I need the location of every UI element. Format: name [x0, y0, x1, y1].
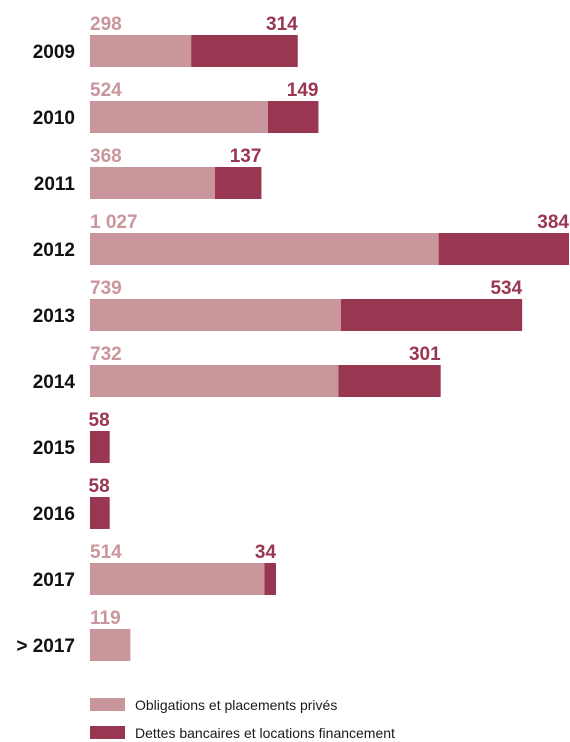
data-label: 368	[90, 146, 122, 167]
bar-segment-obligations	[90, 365, 339, 397]
data-label: 149	[287, 80, 319, 101]
bar-segment-dettes	[338, 365, 441, 397]
category-label: 2013	[33, 306, 75, 327]
bar-segment-dettes	[267, 101, 319, 133]
bar-segment-obligations	[90, 167, 215, 199]
data-label: 514	[90, 542, 122, 563]
bar-segment-obligations	[90, 629, 131, 661]
bar-segment-obligations	[90, 101, 268, 133]
category-label: 2015	[33, 438, 76, 459]
data-label: 1 027	[90, 212, 138, 233]
bar-segment-dettes	[214, 167, 262, 199]
category-label: 2010	[33, 108, 75, 129]
data-label: 137	[230, 146, 262, 167]
category-label: 2017	[33, 570, 75, 591]
data-label: 119	[90, 608, 121, 629]
data-label: 534	[490, 278, 522, 299]
category-label: 2014	[33, 372, 76, 393]
legend-swatch	[90, 726, 125, 739]
category-label: > 2017	[16, 636, 75, 657]
bar-segment-dettes	[340, 299, 523, 331]
data-label: 732	[90, 344, 122, 365]
bar-row: 2010 524 149	[33, 80, 319, 133]
legend-label: Dettes bancaires et locations financemen…	[135, 725, 395, 741]
data-label: 58	[89, 410, 110, 431]
category-label: 2011	[34, 174, 76, 195]
category-label: 2012	[33, 240, 75, 261]
bar-row: 2017 514 34	[33, 542, 277, 595]
bar-segment-dettes	[264, 563, 277, 595]
data-label: 314	[266, 14, 298, 35]
data-label: 34	[255, 542, 277, 563]
data-label: 298	[90, 14, 122, 35]
bar-segment-dettes	[438, 233, 569, 265]
bar-segment-obligations	[90, 35, 192, 67]
bar-row: 2011 368 137	[34, 146, 262, 199]
data-label: 524	[90, 80, 122, 101]
data-label: 384	[537, 212, 569, 233]
legend-item: Obligations et placements privés	[90, 697, 337, 713]
bar-row: 2014 732 301	[33, 344, 441, 397]
bar-row: 2012 1 027 384	[33, 212, 569, 265]
bar-segment-obligations	[90, 299, 341, 331]
bar-row: 2009 298 314	[33, 14, 298, 67]
bar-segment-dettes	[90, 431, 110, 463]
legend: Obligations et placements privés Dettes b…	[90, 697, 395, 741]
legend-label: Obligations et placements privés	[135, 697, 337, 713]
category-label: 2009	[33, 42, 75, 63]
bar-row: 2015 58	[33, 410, 110, 463]
category-label: 2016	[33, 504, 75, 525]
bar-segment-obligations	[90, 563, 265, 595]
data-label: 739	[90, 278, 122, 299]
bar-segment-dettes	[90, 497, 110, 529]
bar-segment-dettes	[191, 35, 298, 67]
bars-layer: 2009 298 314 2010 524 149 2011 368 137 2012 1 027 3…	[16, 14, 569, 661]
data-label: 58	[89, 476, 110, 497]
bar-row: 2013 739 534	[33, 278, 523, 331]
legend-item: Dettes bancaires et locations financemen…	[90, 725, 395, 741]
bar-row: > 2017 119	[16, 608, 131, 661]
data-label: 301	[409, 344, 441, 365]
legend-swatch	[90, 698, 125, 711]
bar-row: 2016 58	[33, 476, 110, 529]
bar-segment-obligations	[90, 233, 439, 265]
